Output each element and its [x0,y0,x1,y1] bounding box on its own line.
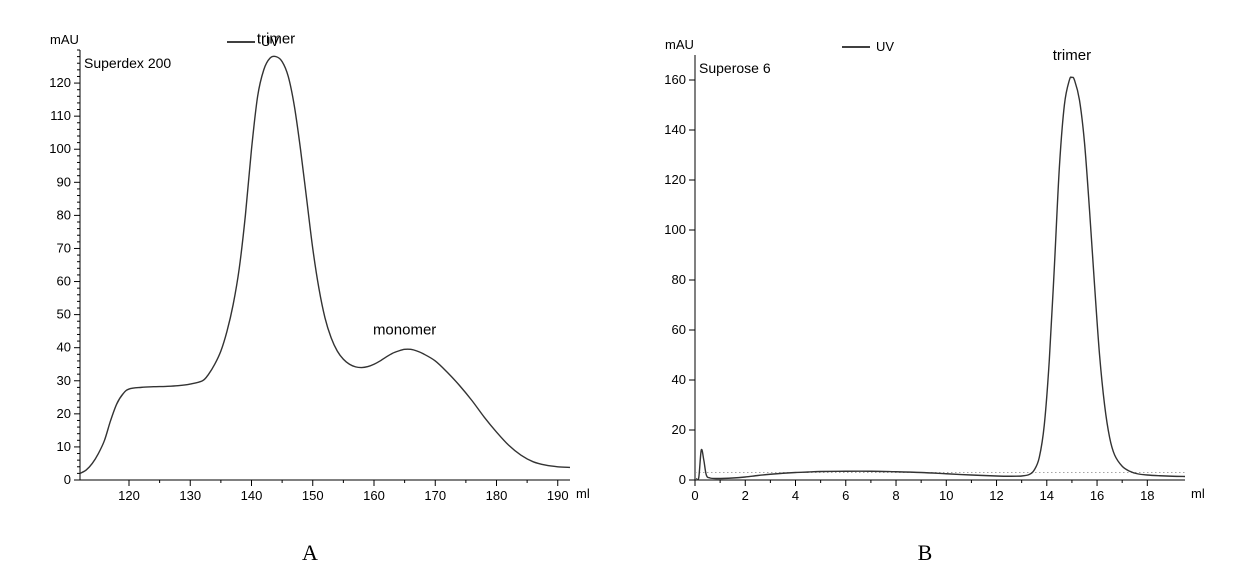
y-tick-label: 60 [672,322,686,337]
x-tick-label: 130 [179,488,201,503]
panel-a: 0 10 20 30 40 50 60 70 80 90 100 110 120 120 130 140 150… [25,20,595,520]
y-tick-label: 140 [664,122,686,137]
y-tick-label: 60 [57,274,71,289]
x-tick-label: 170 [424,488,446,503]
y-axis-unit: mAU [50,32,79,47]
x-tick-label: 6 [842,488,849,503]
x-tick-label: 14 [1040,488,1054,503]
y-tick-label: 40 [672,372,686,387]
x-tick-label: 2 [742,488,749,503]
peak-label: trimer [1053,47,1091,64]
y-tick-label: 80 [57,207,71,222]
y-tick-label: 120 [49,75,71,90]
page: 0102030405060708090100110120120130140150… [0,0,1240,587]
x-tick-label: 10 [939,488,953,503]
y-tick-label: 90 [57,174,71,189]
y-tick-label: 40 [57,340,71,355]
y-tick-label: 20 [672,422,686,437]
peak-label: monomer [373,321,436,338]
x-axis-unit: ml [1191,486,1205,501]
y-tick-label: 160 [664,72,686,87]
x-tick-label: 140 [241,488,263,503]
x-tick-label: 120 [118,488,140,503]
x-tick-label: 190 [547,488,569,503]
y-tick-label: 100 [49,141,71,156]
y-tick-label: 30 [57,373,71,388]
x-tick-label: 4 [792,488,799,503]
caption-b: B [640,540,1210,566]
chart-a: 0 10 20 30 40 50 60 70 80 90 100 110 120 120 130 140 150… [25,20,595,520]
y-tick-label: 120 [664,172,686,187]
panel-b: 0 20 40 60 80 100 120 140 160 0 2 4 6 8 10 12 14 16 18 mAU m… [640,20,1210,520]
x-tick-label: 18 [1140,488,1154,503]
y-tick-label: 10 [57,439,71,454]
data-series [80,56,570,473]
y-tick-label: 20 [57,406,71,421]
y-tick-label: 80 [672,272,686,287]
y-axis-unit: mAU [665,37,694,52]
x-tick-label: 8 [892,488,899,503]
y-tick-label: 100 [664,222,686,237]
column-label: Superose 6 [699,60,771,76]
legend-label: UV [876,39,894,54]
x-tick-label: 180 [486,488,508,503]
column-label: Superdex 200 [84,55,171,71]
x-axis-unit: ml [576,486,590,501]
x-tick-label: 160 [363,488,385,503]
y-tick-label: 110 [50,108,71,123]
y-tick-label: 0 [64,472,71,487]
chart-b: 0 20 40 60 80 100 120 140 160 0 2 4 6 8 10 12 14 16 18 mAU m… [640,20,1210,520]
y-tick-label: 70 [57,240,71,255]
data-series [696,77,1185,480]
y-tick-label: 0 [679,472,686,487]
x-tick-label: 150 [302,488,324,503]
x-tick-label: 12 [989,488,1003,503]
y-tick-label: 50 [57,307,71,322]
x-tick-label: 16 [1090,488,1104,503]
x-tick-label: 0 [691,488,698,503]
peak-label: trimer [257,30,295,47]
caption-a: A [25,540,595,566]
